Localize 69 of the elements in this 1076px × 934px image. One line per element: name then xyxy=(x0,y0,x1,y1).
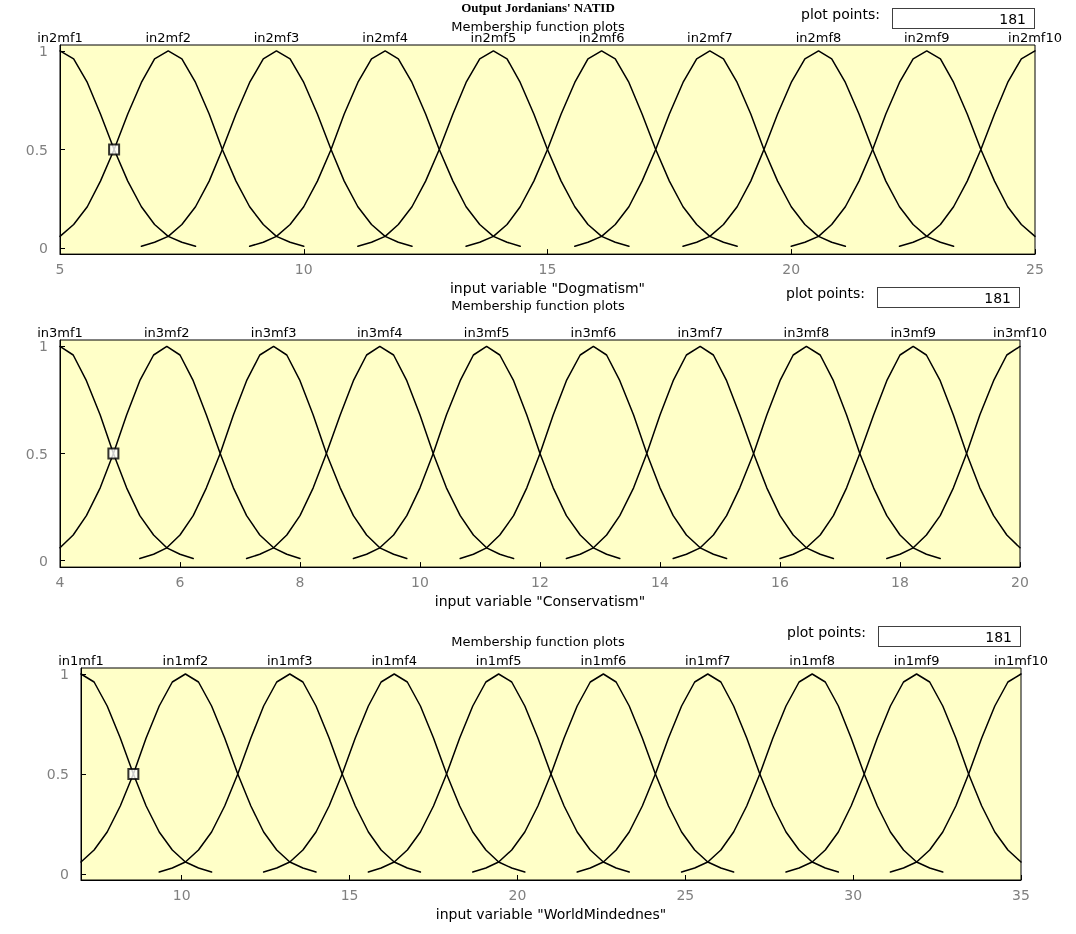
x-tick-label: 30 xyxy=(844,887,863,903)
x-tick-label: 12 xyxy=(531,574,549,591)
series-label: in3mf3 xyxy=(250,325,297,341)
x-tick-label: 16 xyxy=(771,574,789,591)
series-label: in1mf1 xyxy=(58,653,104,668)
x-tick-label: 8 xyxy=(295,574,305,591)
series-label: in3mf8 xyxy=(783,325,830,341)
series-label: in3mf1 xyxy=(37,325,83,341)
series-label: in2mf9 xyxy=(903,29,950,45)
text-field: 181 xyxy=(877,287,1020,308)
x-tick-label: 14 xyxy=(651,574,669,591)
series-label: in2mf1 xyxy=(37,29,83,45)
series-label: in1mf2 xyxy=(162,653,209,668)
x-tick-label: 18 xyxy=(891,574,909,591)
x-axis-title: input variable "WorldMindednes" xyxy=(435,905,667,922)
y-tick-label: 1 xyxy=(60,666,69,682)
y-tick-label: 0.5 xyxy=(25,445,48,462)
x-tick-label: 6 xyxy=(175,574,185,591)
series-label: in2mf10 xyxy=(1008,29,1062,45)
series-label: in1mf3 xyxy=(266,653,313,668)
x-tick-label: 20 xyxy=(782,261,801,278)
series-label: in2mf2 xyxy=(145,29,192,45)
series-label: in3mf7 xyxy=(677,325,724,341)
x-tick-label: 10 xyxy=(172,887,191,903)
y-tick-label: 1 xyxy=(39,338,48,355)
chart-title: Membership function plots xyxy=(451,298,625,313)
y-tick-label: 0 xyxy=(39,552,48,569)
x-tick-label: 20 xyxy=(508,887,527,903)
x-tick-label: 4 xyxy=(55,574,65,591)
text: plot points: xyxy=(787,624,866,640)
series-label: in2mf3 xyxy=(253,29,300,45)
text: plot points: xyxy=(786,285,865,301)
series-label: in3mf10 xyxy=(993,325,1047,341)
x-tick-label: 25 xyxy=(676,887,695,903)
series-label: in3mf2 xyxy=(143,325,190,341)
y-tick-label: 0.5 xyxy=(46,766,69,782)
series-label: in2mf4 xyxy=(362,29,408,45)
series-label: in3mf4 xyxy=(356,325,403,341)
series-label: in1mf10 xyxy=(994,653,1048,668)
x-tick-label: 35 xyxy=(1012,887,1030,903)
text-field: 181 xyxy=(892,8,1035,29)
series-label: in3mf6 xyxy=(570,325,617,341)
series-label: in3mf9 xyxy=(890,325,937,341)
text-field: 181 xyxy=(878,626,1021,647)
x-tick-label: 25 xyxy=(1026,261,1044,278)
x-axis-title: input variable "Dogmatism" xyxy=(449,280,646,296)
x-tick-label: 10 xyxy=(411,574,429,591)
x-tick-label: 20 xyxy=(1011,574,1029,591)
series-label: in1mf5 xyxy=(475,653,522,668)
x-tick-label: 15 xyxy=(340,887,359,903)
series-label: in1mf8 xyxy=(789,653,836,668)
text: Output Jordanians' NATID xyxy=(461,0,615,15)
series-label: in2mf8 xyxy=(795,29,842,45)
x-tick-label: 5 xyxy=(55,261,65,278)
y-tick-label: 0 xyxy=(60,866,69,882)
series-label: in1mf4 xyxy=(371,653,418,668)
series-label: in2mf7 xyxy=(687,29,733,45)
series-label: in1mf7 xyxy=(684,653,731,668)
x-axis-title: input variable "Conservatism" xyxy=(434,593,646,609)
text: plot points: xyxy=(801,6,880,22)
series-label: in1mf9 xyxy=(893,653,940,668)
series-label: in1mf6 xyxy=(580,653,627,668)
x-tick-label: 15 xyxy=(538,261,557,278)
y-tick-label: 1 xyxy=(39,42,48,59)
y-tick-label: 0.5 xyxy=(25,141,48,158)
chart-title: Membership function plots xyxy=(451,634,625,649)
x-tick-label: 10 xyxy=(294,261,313,278)
series-label: in3mf5 xyxy=(463,325,510,341)
y-tick-label: 0 xyxy=(39,240,48,257)
